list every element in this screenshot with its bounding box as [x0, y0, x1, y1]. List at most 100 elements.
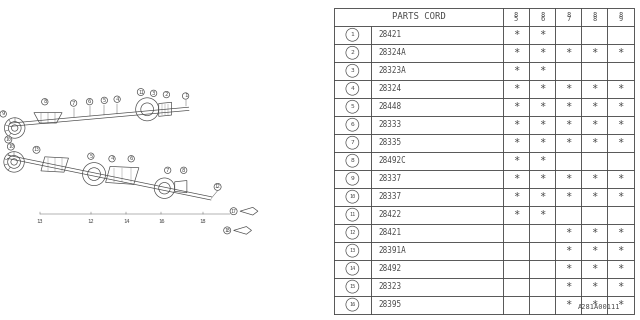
Circle shape [346, 64, 359, 77]
Circle shape [346, 46, 359, 59]
Text: 8: 8 [514, 12, 518, 18]
Text: *: * [539, 102, 545, 112]
Text: 6: 6 [129, 156, 133, 161]
Text: *: * [513, 84, 519, 94]
Text: 14: 14 [123, 219, 129, 224]
Text: 28324: 28324 [379, 84, 402, 93]
Text: 7: 7 [351, 140, 354, 145]
Text: 8: 8 [43, 99, 47, 104]
Circle shape [346, 136, 359, 149]
Text: 18: 18 [200, 219, 206, 224]
Text: 28335: 28335 [379, 138, 402, 147]
Circle shape [109, 156, 115, 162]
Circle shape [180, 167, 187, 173]
Text: 11: 11 [349, 212, 355, 217]
Text: *: * [513, 102, 519, 112]
Text: 28421: 28421 [379, 30, 402, 39]
Text: 13: 13 [34, 147, 39, 152]
Text: 4: 4 [351, 86, 354, 91]
Text: 7: 7 [166, 168, 170, 173]
Text: 28324A: 28324A [379, 48, 406, 57]
Circle shape [346, 82, 359, 95]
Text: PARTS CORD: PARTS CORD [392, 12, 445, 21]
Text: 3: 3 [152, 91, 156, 96]
Circle shape [346, 154, 359, 167]
Text: *: * [591, 246, 598, 256]
Circle shape [164, 167, 171, 173]
Text: 8: 8 [566, 12, 570, 18]
Text: *: * [565, 84, 572, 94]
Text: *: * [565, 228, 572, 238]
Circle shape [33, 146, 40, 153]
Text: *: * [591, 174, 598, 184]
Text: *: * [591, 120, 598, 130]
Text: *: * [591, 282, 598, 292]
Circle shape [150, 90, 157, 97]
Text: *: * [565, 246, 572, 256]
Text: 7: 7 [566, 16, 570, 22]
Circle shape [346, 298, 359, 311]
Text: *: * [539, 138, 545, 148]
Text: *: * [591, 228, 598, 238]
Text: 4: 4 [115, 97, 119, 102]
Circle shape [346, 100, 359, 113]
Text: *: * [618, 120, 624, 130]
Circle shape [128, 156, 134, 162]
Text: *: * [591, 192, 598, 202]
Text: *: * [618, 174, 624, 184]
Circle shape [86, 99, 93, 105]
Text: *: * [618, 84, 624, 94]
Text: 10: 10 [6, 137, 11, 142]
Text: 13: 13 [349, 248, 355, 253]
Text: *: * [565, 300, 572, 310]
Text: *: * [513, 120, 519, 130]
Text: 12: 12 [349, 230, 355, 235]
Text: *: * [539, 156, 545, 166]
Text: *: * [618, 300, 624, 310]
Text: *: * [539, 84, 545, 94]
Text: 16: 16 [349, 302, 355, 307]
Circle shape [346, 28, 359, 41]
Text: 10: 10 [8, 144, 13, 149]
Text: *: * [565, 120, 572, 130]
Text: 5: 5 [351, 104, 354, 109]
Text: *: * [539, 66, 545, 76]
Circle shape [70, 100, 77, 106]
Text: 9: 9 [1, 111, 5, 116]
Text: 2: 2 [164, 92, 168, 97]
Text: 8: 8 [592, 12, 596, 18]
Text: *: * [591, 84, 598, 94]
Text: *: * [618, 102, 624, 112]
Text: 12: 12 [215, 184, 220, 189]
Text: 8: 8 [351, 158, 354, 163]
Text: *: * [618, 246, 624, 256]
Text: *: * [539, 174, 545, 184]
Text: 2: 2 [351, 50, 354, 55]
Circle shape [114, 96, 120, 102]
Text: *: * [565, 174, 572, 184]
Text: *: * [513, 210, 519, 220]
Text: 16: 16 [158, 219, 164, 224]
Text: *: * [618, 192, 624, 202]
Text: 8: 8 [182, 168, 186, 173]
Text: 8: 8 [540, 12, 544, 18]
Text: 7: 7 [72, 100, 76, 106]
Circle shape [4, 136, 12, 143]
Circle shape [346, 208, 359, 221]
Text: *: * [513, 48, 519, 58]
Text: *: * [539, 48, 545, 58]
Text: *: * [618, 228, 624, 238]
Circle shape [223, 227, 230, 234]
Text: *: * [513, 66, 519, 76]
Text: 9: 9 [618, 16, 623, 22]
Text: 18: 18 [225, 228, 230, 233]
Text: 28422: 28422 [379, 210, 402, 219]
Text: *: * [565, 102, 572, 112]
Text: 5: 5 [89, 154, 93, 159]
Circle shape [88, 153, 94, 159]
Circle shape [346, 172, 359, 185]
Text: *: * [591, 138, 598, 148]
Circle shape [346, 118, 359, 131]
Text: 28492: 28492 [379, 264, 402, 273]
Text: 4: 4 [110, 156, 114, 161]
